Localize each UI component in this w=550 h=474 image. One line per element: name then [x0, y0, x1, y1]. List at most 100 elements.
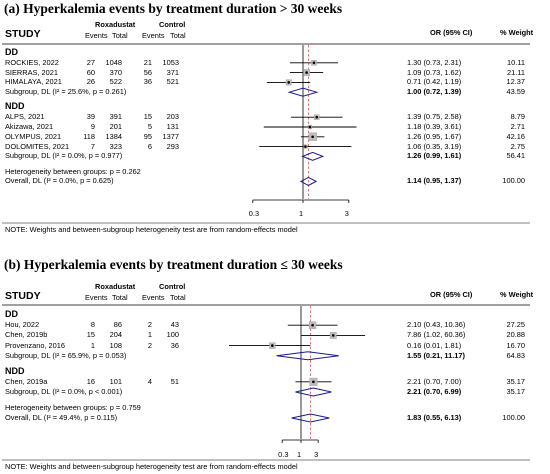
subgroup-label: Subgroup, DL (I² = 0.0%, p < 0.001) — [5, 387, 123, 396]
or-ci-text: 7.86 (1.02, 60.36) — [407, 330, 466, 340]
chart-title: (a) Hyperkalemia events by treatment dur… — [4, 1, 343, 16]
subgroup-label: Subgroup, DL (I² = 65.9%, p = 0.053) — [5, 350, 127, 360]
overall-weight: 100.00 — [502, 413, 525, 423]
subgroup-weight: 64.83 — [506, 350, 526, 360]
subgroup-or-text: 2.21 (0.70, 6.99) — [407, 387, 462, 396]
subgroup-or-text: 1.26 (0.99, 1.61) — [407, 151, 462, 161]
x-tick-label: 3 — [344, 209, 349, 218]
header-events-2: Events — [142, 293, 165, 302]
header-study: STUDY — [5, 290, 41, 302]
header-total-2: Total — [170, 293, 186, 302]
header-total-1: Total — [112, 31, 128, 40]
overall-diamond — [299, 176, 318, 186]
events-roxadustat: 60 — [86, 67, 95, 77]
weight-text: 21.11 — [507, 67, 525, 77]
events-control: 6 — [147, 141, 152, 151]
group-label: NDD — [5, 365, 25, 376]
header-total-1: Total — [112, 293, 128, 302]
events-control: 36 — [143, 77, 152, 87]
weight-text: 16.70 — [506, 340, 526, 350]
overall-or-text: 1.83 (0.55, 6.13) — [407, 413, 462, 423]
total-roxadustat: 1384 — [105, 131, 122, 141]
total-control: 1377 — [162, 131, 179, 141]
total-control: 1053 — [162, 57, 179, 67]
total-control: 203 — [166, 112, 179, 122]
group-label: DD — [5, 47, 18, 57]
or-ci-text: 1.39 (0.75, 2.58) — [407, 112, 462, 122]
point-estimate — [271, 344, 274, 347]
weight-text: 2.75 — [510, 141, 525, 151]
or-ci-text: 2.10 (0.43, 10.36) — [407, 320, 466, 330]
or-ci-text: 1.30 (0.73, 2.31) — [407, 57, 462, 67]
events-roxadustat: 27 — [86, 57, 95, 67]
total-control: 293 — [166, 141, 179, 151]
events-roxadustat: 1 — [90, 340, 95, 350]
header-study: STUDY — [5, 28, 41, 40]
study-label: HIMALAYA, 2021 — [5, 77, 62, 87]
total-roxadustat: 1048 — [105, 57, 122, 67]
point-estimate — [315, 115, 319, 119]
study-label: Chen, 2019b — [5, 330, 48, 340]
subgroup-or-text: 1.55 (0.21, 11.17) — [407, 350, 465, 360]
total-roxadustat: 201 — [109, 121, 122, 131]
events-control: 21 — [143, 57, 152, 67]
total-roxadustat: 204 — [109, 330, 122, 340]
subgroup-weight: 43.59 — [506, 87, 526, 97]
header-events-1: Events — [85, 293, 108, 302]
events-roxadustat: 118 — [83, 131, 95, 141]
x-tick-label: 1 — [299, 209, 304, 218]
footnote: NOTE: Weights and between-subgroup heter… — [5, 462, 298, 471]
total-roxadustat: 391 — [109, 112, 122, 122]
subgroup-diamond — [301, 151, 325, 161]
events-roxadustat: 7 — [90, 141, 95, 151]
weight-text: 8.79 — [510, 112, 525, 122]
header-events-2: Events — [142, 31, 165, 40]
header-or: OR (95% CI) — [430, 28, 473, 37]
study-label: ROCKIES, 2022 — [5, 57, 59, 67]
footnote: NOTE: Weights and between-subgroup heter… — [5, 225, 298, 234]
overall-label: Overall, DL (I² = 49.4%, p = 0.115) — [5, 413, 118, 423]
study-label: Akizawa, 2021 — [5, 121, 54, 131]
point-estimate — [311, 135, 314, 139]
study-label: Provenzano, 2016 — [5, 340, 65, 350]
weight-text: 35.17 — [506, 376, 526, 386]
or-ci-text: 0.71 (0.42, 1.19) — [407, 77, 462, 87]
weight-text: 2.71 — [510, 121, 525, 131]
point-estimate — [331, 334, 335, 337]
header-weight: % Weight — [500, 28, 534, 37]
group-label: NDD — [5, 101, 25, 112]
point-estimate — [311, 323, 314, 327]
events-roxadustat: 16 — [86, 376, 95, 386]
x-tick-label: 0.3 — [278, 450, 289, 459]
study-label: Hou, 2022 — [5, 320, 40, 330]
total-control: 521 — [166, 77, 179, 87]
weight-text: 12.37 — [506, 77, 526, 87]
events-control: 4 — [147, 376, 152, 386]
events-roxadustat: 15 — [86, 330, 95, 340]
events-control: 2 — [147, 340, 152, 350]
total-control: 131 — [166, 121, 179, 131]
study-label: ALPS, 2021 — [5, 112, 45, 122]
subgroup-label: Subgroup, DL (I² = 25.6%, p = 0.261) — [5, 87, 127, 97]
or-ci-text: 2.21 (0.70, 7.00) — [407, 376, 462, 386]
point-estimate — [312, 61, 316, 65]
header-total-2: Total — [170, 31, 186, 40]
total-roxadustat: 323 — [109, 141, 122, 151]
overall-label: Overall, DL (I² = 0.0%, p = 0.625) — [5, 176, 114, 186]
subgroup-or-text: 1.00 (0.72, 1.39) — [407, 87, 462, 97]
total-control: 43 — [170, 320, 179, 330]
events-control: 56 — [143, 67, 152, 77]
heterogeneity-note: Heterogeneity between groups: p = 0.262 — [5, 166, 141, 176]
weight-text: 10.11 — [507, 57, 525, 67]
subgroup-diamond — [287, 87, 319, 97]
events-control: 2 — [147, 320, 152, 330]
heterogeneity-note: Heterogeneity between groups: p = 0.759 — [5, 402, 141, 412]
x-tick-label: 0.3 — [248, 209, 260, 218]
events-control: 15 — [143, 112, 152, 122]
point-estimate — [308, 125, 312, 129]
weight-text: 27.25 — [506, 320, 526, 330]
subgroup-weight: 35.17 — [506, 387, 526, 396]
subgroup-diamond — [276, 351, 339, 361]
